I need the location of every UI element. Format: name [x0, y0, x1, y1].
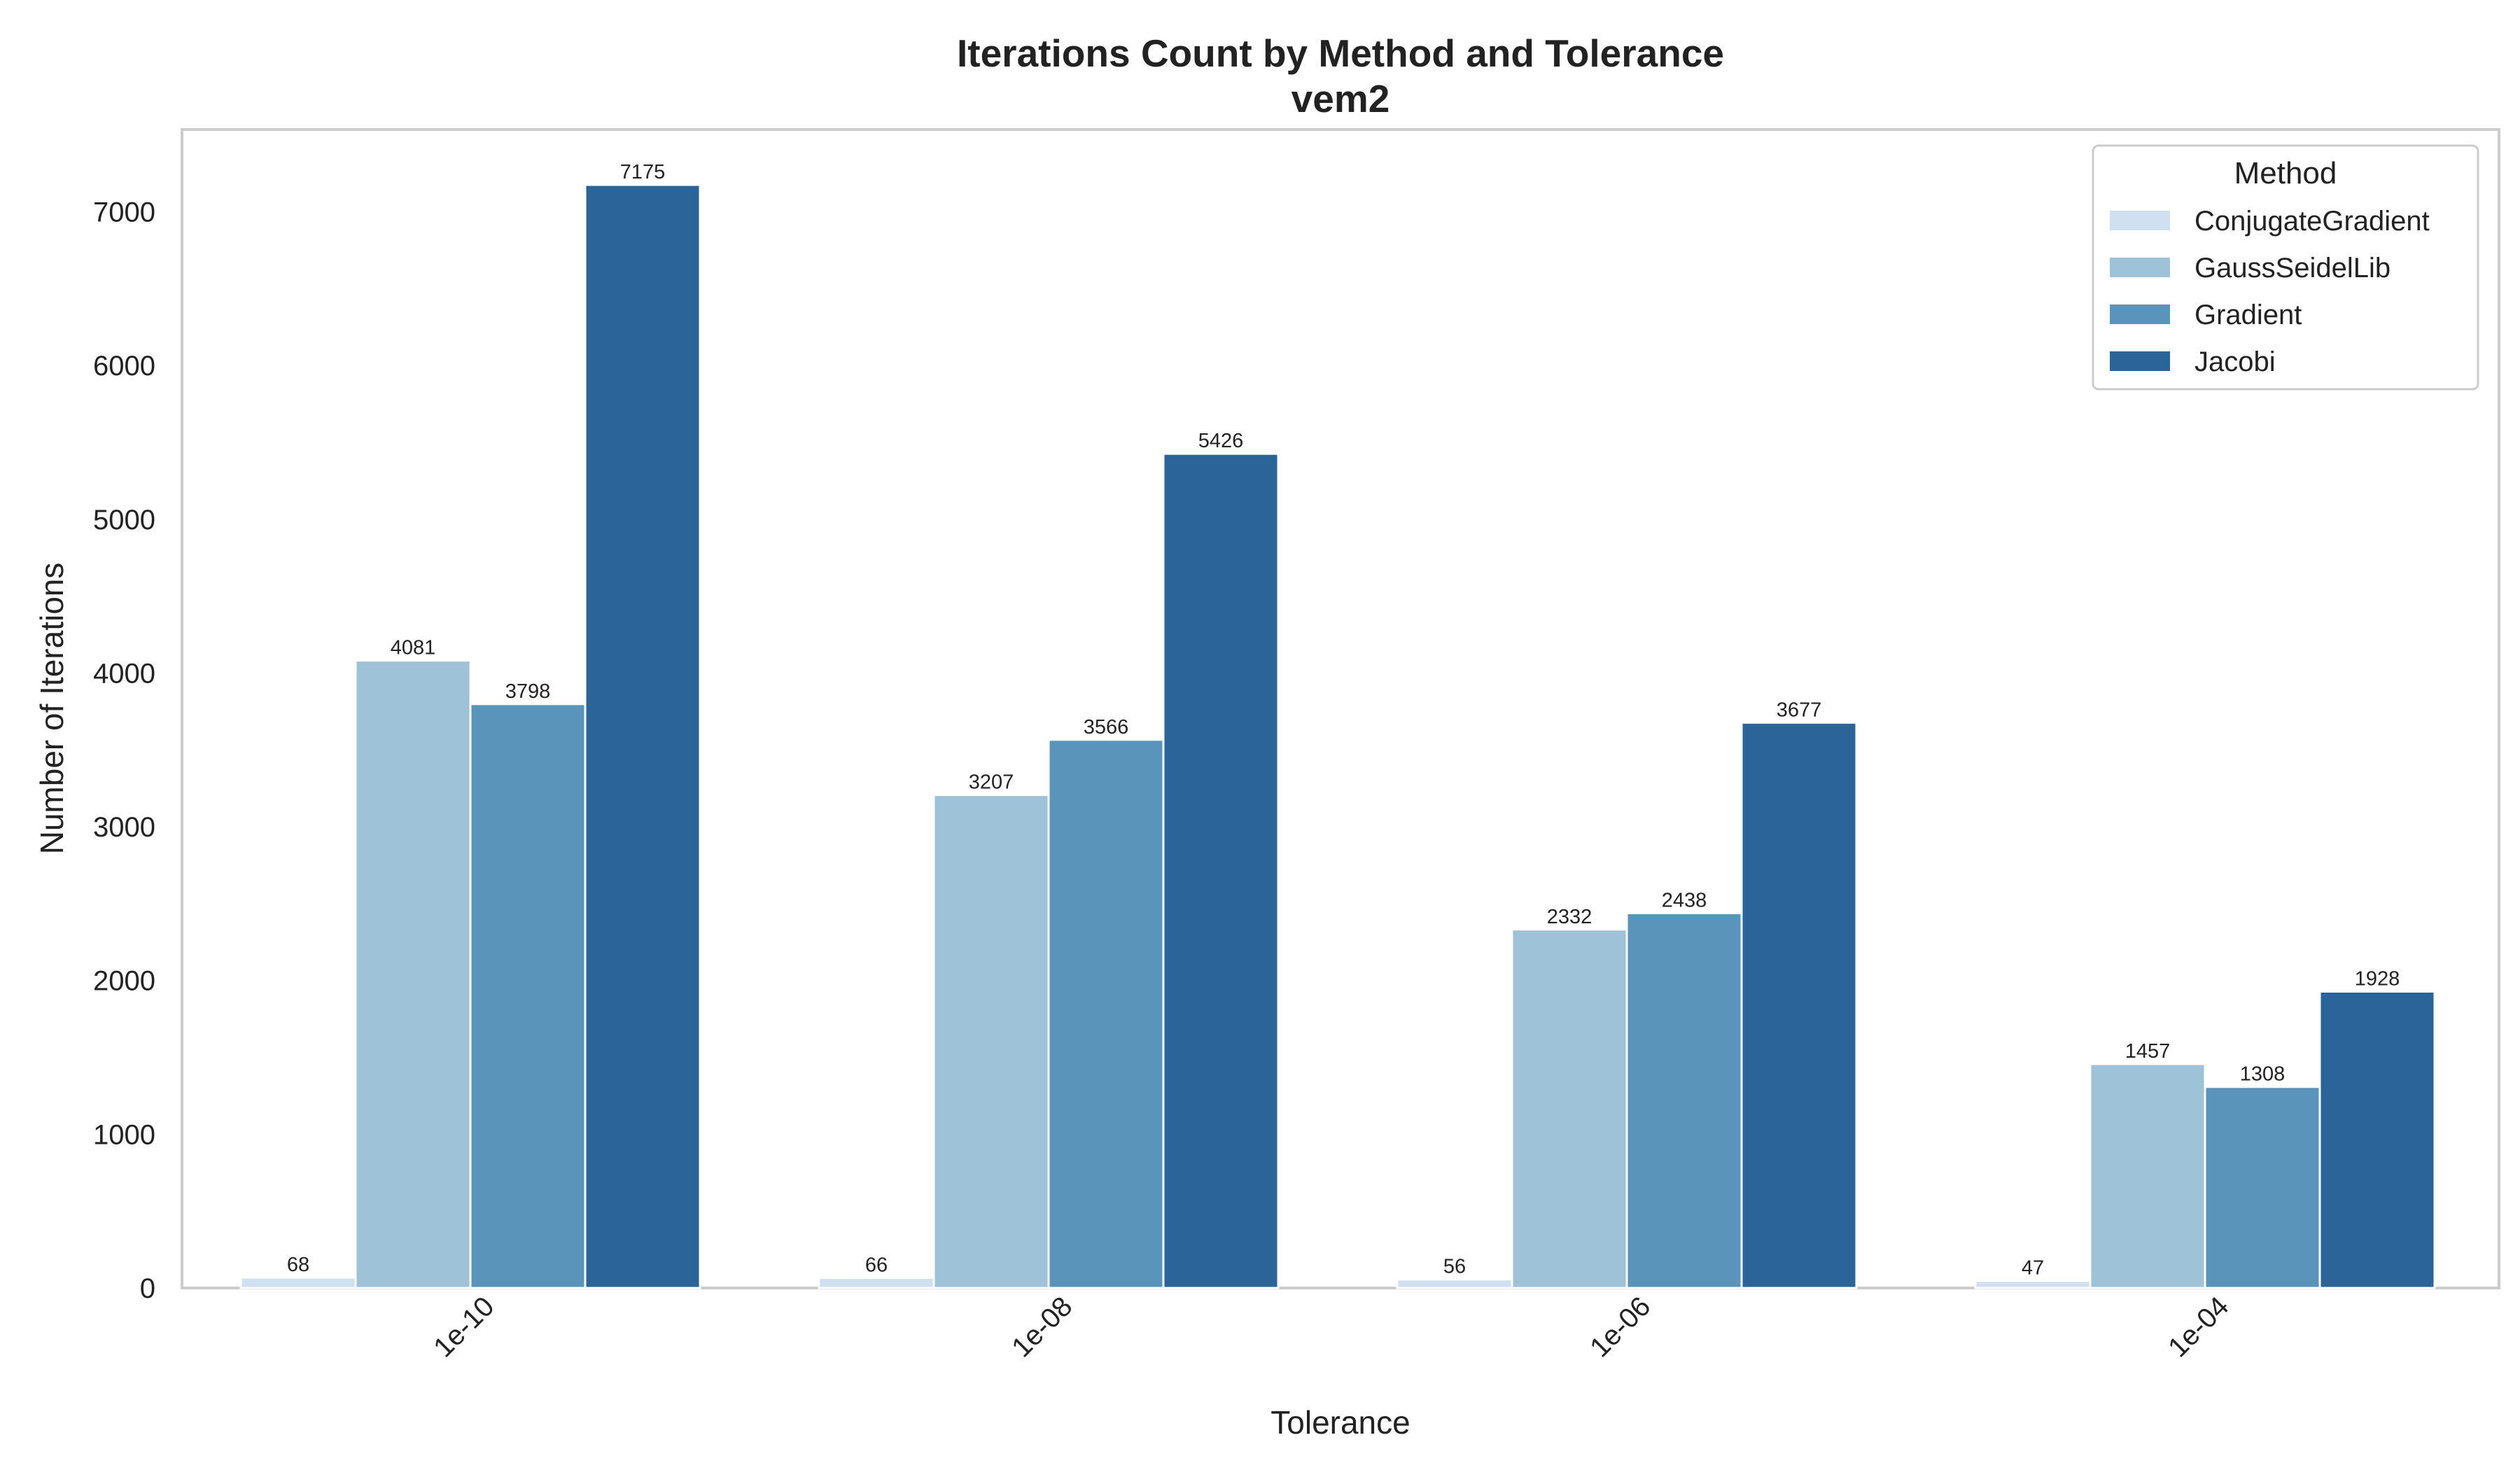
legend-items: ConjugateGradient GaussSeidelLib Gradient J…	[2110, 206, 2430, 377]
bar-value-label: 2332	[1547, 906, 1592, 928]
bar-value-label: 3798	[505, 680, 551, 703]
chart-title: Iterations Count by Method and Tolerance	[957, 31, 1724, 75]
legend-swatch	[2110, 351, 2170, 371]
bar-Gradient-1e-08	[1047, 738, 1165, 1289]
x-axis-label: Tolerance	[1270, 1404, 1410, 1441]
bar-value-label: 1308	[2240, 1063, 2286, 1086]
y-tick-label: 3000	[93, 812, 155, 843]
legend-label: Jacobi	[2194, 346, 2276, 377]
y-axis-ticks: 0 1000 2000 3000 4000 5000 6000 7000	[93, 197, 155, 1304]
bar-GaussSeidelLib-1e-04	[2089, 1063, 2206, 1289]
bar-value-label: 3677	[1777, 699, 1822, 721]
bar-value-label: 1457	[2125, 1040, 2171, 1063]
bar-GaussSeidelLib-1e-10	[354, 659, 472, 1289]
bar-value-label: 1928	[2355, 968, 2400, 990]
bar-Gradient-1e-06	[1625, 912, 1743, 1289]
legend-label: ConjugateGradient	[2194, 206, 2430, 237]
y-tick-label: 7000	[93, 197, 155, 228]
x-tick-label: 1e-04	[2162, 1291, 2234, 1363]
legend-label: GaussSeidelLib	[2194, 253, 2390, 284]
bar-value-label: 68	[287, 1254, 309, 1276]
bar-value-label: 5426	[1198, 430, 1244, 452]
y-tick-label: 6000	[93, 351, 155, 382]
legend-swatch	[2110, 258, 2170, 277]
bar-ConjugateGradient-1e-04	[1974, 1280, 2092, 1289]
bar-value-label: 7175	[620, 161, 666, 183]
y-tick-label: 2000	[93, 966, 155, 997]
bar-value-label: 2438	[1662, 890, 1707, 912]
legend-title: Method	[2234, 156, 2337, 190]
bar-value-label: 3566	[1084, 716, 1129, 738]
y-tick-label: 5000	[93, 505, 155, 536]
bar-GaussSeidelLib-1e-06	[1511, 928, 1628, 1289]
y-tick-label: 0	[140, 1273, 155, 1304]
legend-swatch	[2110, 304, 2170, 324]
bar-value-label: 66	[865, 1254, 888, 1277]
bar-value-label: 56	[1443, 1256, 1466, 1278]
bar-ConjugateGradient-1e-10	[239, 1276, 357, 1289]
bar-Jacobi-1e-04	[2318, 990, 2436, 1289]
bar-value-label: 4081	[391, 637, 436, 659]
x-tick-label: 1e-10	[428, 1291, 500, 1363]
y-axis-label: Number of Iterations	[34, 563, 70, 855]
bar-value-label: 3207	[969, 771, 1014, 794]
bar-Jacobi-1e-06	[1740, 721, 1858, 1289]
chart-subtitle: vem2	[1292, 77, 1390, 120]
legend-swatch	[2110, 211, 2170, 230]
bars-group	[239, 183, 2436, 1289]
bar-GaussSeidelLib-1e-08	[932, 794, 1050, 1289]
bar-Gradient-1e-10	[469, 703, 587, 1289]
bar-Gradient-1e-04	[2204, 1086, 2321, 1289]
bar-Jacobi-1e-08	[1162, 452, 1280, 1289]
bar-labels-group: 68 4081 3798 7175 66 3207 3566 5426 56 2332 2438 36…	[287, 161, 2400, 1280]
bar-value-label: 47	[2022, 1257, 2044, 1280]
bar-ConjugateGradient-1e-08	[818, 1277, 935, 1289]
x-axis-ticks: 1e-10 1e-08 1e-06 1e-04	[428, 1291, 2234, 1363]
x-tick-label: 1e-06	[1584, 1291, 1656, 1363]
x-tick-label: 1e-08	[1006, 1291, 1078, 1363]
bar-Jacobi-1e-10	[584, 183, 701, 1289]
y-tick-label: 4000	[93, 658, 155, 689]
y-tick-label: 1000	[93, 1119, 155, 1150]
legend-label: Gradient	[2194, 300, 2302, 330]
legend-box	[2092, 144, 2479, 391]
bar-ConjugateGradient-1e-06	[1396, 1278, 1513, 1289]
legend: Method ConjugateGradient GaussSeidelLib Gr…	[2092, 144, 2479, 391]
